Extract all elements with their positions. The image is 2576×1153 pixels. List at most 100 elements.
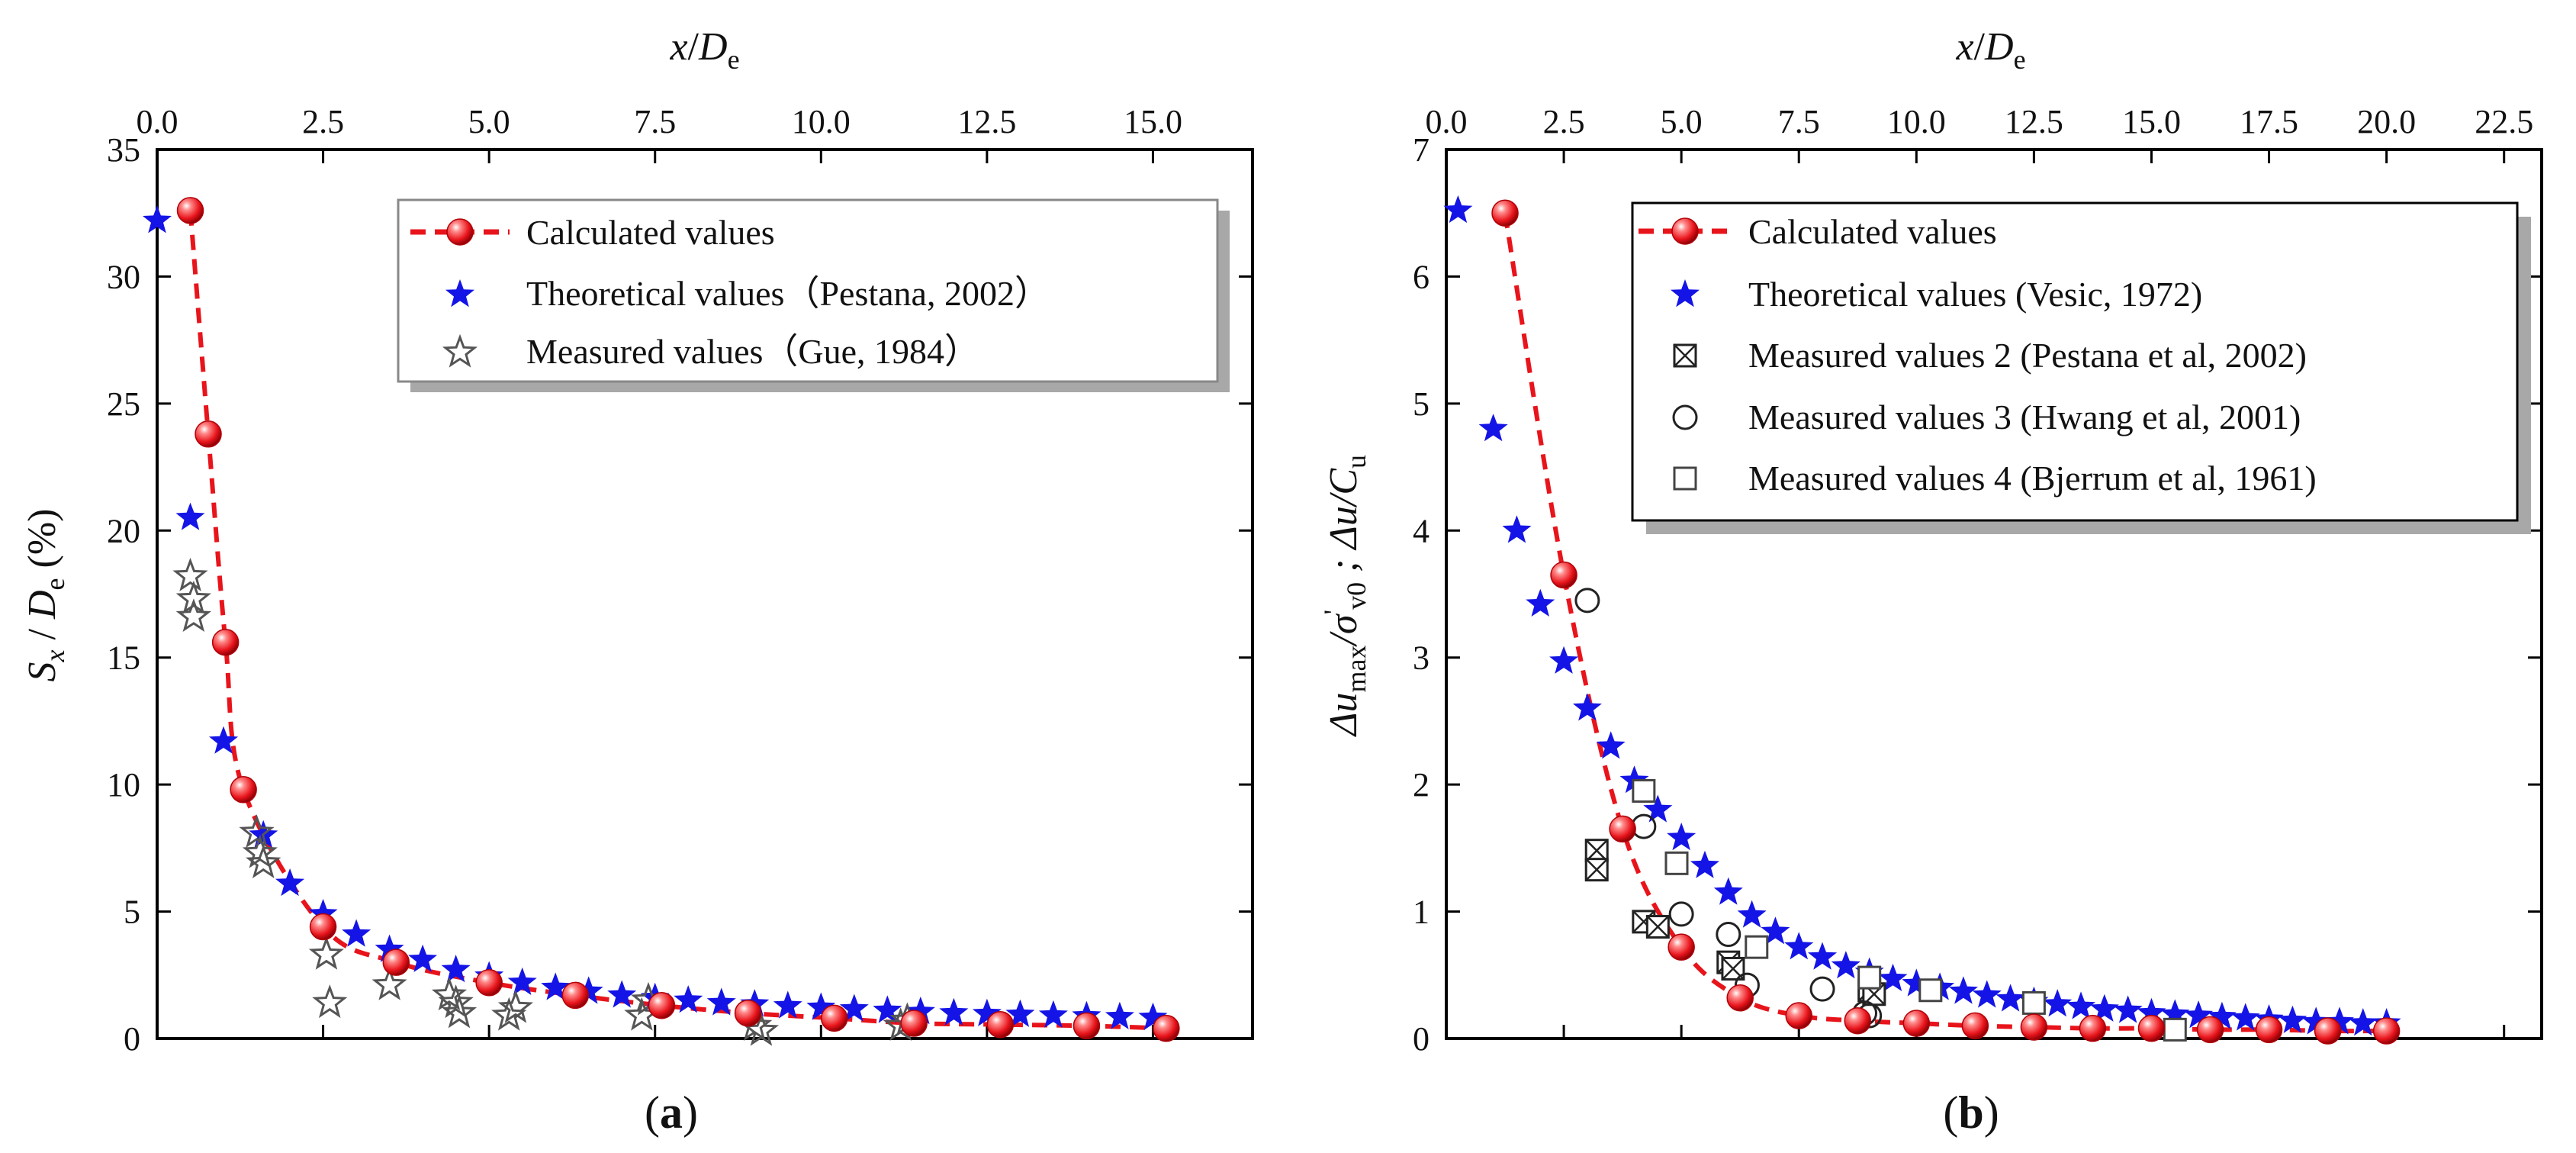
y-axis-label-b: Δumax/σ'v0 ; Δu/Cu bbox=[1318, 455, 1372, 737]
y-tick-label: 25 bbox=[107, 385, 140, 423]
legend-entry-theoretical-a: Theoretical values（Pestana, 2002） bbox=[445, 274, 1050, 313]
data-point-star bbox=[2348, 1008, 2378, 1036]
data-point-star bbox=[972, 998, 1002, 1026]
x-tick-label: 10.0 bbox=[1887, 103, 1946, 140]
y-tick-label: 5 bbox=[1413, 385, 1430, 423]
data-point-star bbox=[1902, 968, 1931, 997]
data-marks-b bbox=[1443, 195, 2401, 1045]
data-point-star bbox=[839, 994, 869, 1022]
y-ticks-b: 0 1 2 3 4 5 6 7 bbox=[1413, 131, 2542, 1058]
legend-entry-calculated-a: Calculated values bbox=[410, 213, 775, 252]
x-tick-label: 7.5 bbox=[634, 103, 676, 140]
x-tick-label: 5.0 bbox=[1661, 103, 1703, 140]
data-point-ball bbox=[1153, 1014, 1180, 1042]
data-point-open-star bbox=[175, 598, 211, 633]
data-point-star bbox=[2089, 994, 2119, 1022]
data-point-open-star bbox=[239, 814, 275, 849]
data-point-star bbox=[2325, 1006, 2354, 1035]
data-point-star bbox=[2137, 997, 2166, 1026]
y-tick-label: 7 bbox=[1413, 131, 1430, 169]
top-axis-label-a: x/De bbox=[669, 25, 739, 75]
data-point-ball bbox=[2372, 1017, 2401, 1045]
data-point-ball bbox=[2020, 1013, 2048, 1041]
legend-open-star-icon bbox=[442, 333, 478, 368]
legend-entry-measured2-b: Measured values 2 (Pestana et al, 2002) bbox=[1673, 336, 2307, 375]
data-point-ball bbox=[1844, 1006, 1872, 1035]
data-point-square bbox=[2163, 1017, 2187, 1042]
data-point-ball bbox=[2196, 1016, 2224, 1044]
data-point-ball bbox=[1667, 933, 1695, 961]
data-point-star bbox=[2278, 1005, 2307, 1033]
legend-entry-measured3-b: Measured values 3 (Hwang et al, 2001) bbox=[1672, 398, 2301, 436]
data-point-open-star bbox=[491, 997, 527, 1031]
data-point-star bbox=[308, 898, 338, 927]
y-tick-label: 10 bbox=[107, 766, 140, 804]
data-point-star bbox=[1972, 980, 2002, 1008]
x-tick-label: 5.0 bbox=[468, 103, 510, 140]
y-tick-label: 20 bbox=[107, 512, 140, 549]
y-tick-label: 1 bbox=[1413, 894, 1430, 931]
x-tick-label: 22.5 bbox=[2475, 103, 2533, 140]
x-tick-label: 15.0 bbox=[2122, 103, 2181, 140]
data-point-star bbox=[1526, 588, 1555, 617]
chart-panel-a: 0.0 2.5 5.0 7.5 10.0 12.5 15.0 05101520253035 … bbox=[21, 25, 1254, 1138]
x-tick-label: 15.0 bbox=[1124, 103, 1182, 140]
data-point-star bbox=[905, 997, 935, 1025]
data-point-star bbox=[1138, 1002, 1168, 1030]
data-point-ball bbox=[1073, 1012, 1101, 1040]
data-point-star bbox=[1478, 414, 1508, 442]
data-point-star bbox=[507, 967, 537, 995]
data-point-star bbox=[2043, 989, 2073, 1017]
data-point-star bbox=[1690, 850, 1719, 878]
legend-circle-icon bbox=[1672, 404, 1698, 430]
data-point-star bbox=[1105, 1001, 1134, 1029]
legend-box-b bbox=[1631, 201, 2519, 522]
x-tick-label: 7.5 bbox=[1778, 103, 1820, 140]
data-point-open-star bbox=[371, 966, 407, 1000]
data-point-crossed-square bbox=[1584, 858, 1609, 882]
data-point-open-star bbox=[431, 977, 468, 1011]
legend-marker-open-star-a bbox=[442, 333, 478, 368]
data-point-circle bbox=[1668, 901, 1694, 927]
legend-star-icon bbox=[1671, 279, 1700, 308]
x-tick-label: 20.0 bbox=[2357, 103, 2416, 140]
data-point-ball bbox=[309, 913, 337, 941]
data-point-circle bbox=[1809, 976, 1835, 1002]
panel-label-a: (a) bbox=[645, 1087, 698, 1138]
plot-frame-a bbox=[156, 148, 1254, 1040]
data-point-square bbox=[2021, 990, 2046, 1015]
data-point-ball bbox=[2079, 1014, 2107, 1042]
data-point-star bbox=[1643, 794, 1673, 823]
data-point-star bbox=[2113, 995, 2143, 1023]
data-point-star bbox=[1443, 195, 1473, 224]
data-point-open-star bbox=[438, 984, 474, 1019]
data-point-ball bbox=[1785, 1002, 1812, 1029]
legend-marker-star-a bbox=[445, 279, 474, 308]
legend-entry-calculated-b: Calculated values bbox=[1639, 212, 1997, 251]
data-point-crossed-square bbox=[1584, 839, 1609, 863]
data-point-open-star bbox=[246, 845, 281, 878]
x-ticks-b: 0.0 2.5 5.0 7.5 10.0 12.5 15.0 17.5 20.0 22.5 bbox=[1426, 103, 2533, 1039]
x-tick-label: 12.5 bbox=[2005, 103, 2063, 140]
legend-label: Measured values（Gue, 1984） bbox=[526, 332, 979, 371]
data-point-star bbox=[1761, 916, 1790, 945]
chart-panel-b: 0.0 2.5 5.0 7.5 10.0 12.5 15.0 17.5 20.0 22.5 0 1 2… bbox=[1318, 25, 2543, 1138]
y-tick-label: 2 bbox=[1413, 766, 1430, 804]
data-point-star bbox=[441, 955, 471, 983]
data-point-ball bbox=[1550, 561, 1577, 589]
data-point-star bbox=[408, 944, 438, 972]
data-point-open-star bbox=[242, 834, 278, 868]
data-point-ball bbox=[900, 1010, 928, 1037]
data-point-crossed-square bbox=[1645, 915, 1670, 939]
x-tick-label: 0.0 bbox=[1426, 103, 1468, 140]
data-point-ball bbox=[230, 776, 257, 804]
y-tick-label: 3 bbox=[1413, 639, 1430, 677]
legend-b: Calculated values Theoretical values (Ve… bbox=[1631, 201, 2531, 534]
data-point-star bbox=[2230, 1003, 2260, 1031]
data-point-ball bbox=[1491, 199, 1519, 227]
data-point-ball bbox=[734, 999, 762, 1027]
data-point-star bbox=[175, 502, 205, 530]
data-point-square bbox=[1918, 978, 1943, 1003]
data-point-star bbox=[2184, 1000, 2214, 1029]
